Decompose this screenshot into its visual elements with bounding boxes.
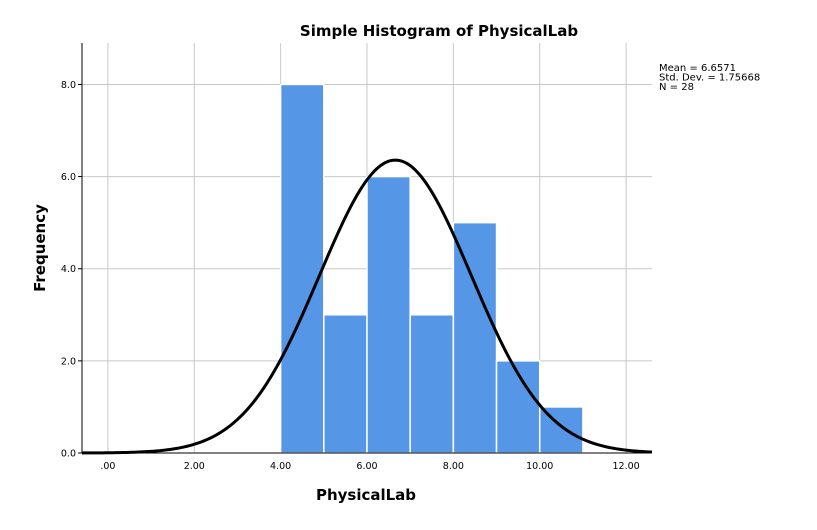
histogram-bar [409,314,455,454]
y-tick-label: 4.0 [61,264,76,275]
tick-labels: .00 2.00 4.00 6.00 8.00 10.00 12.00 0.0 2.0 4.0 6.… [61,80,640,472]
histogram-bar [366,175,411,454]
x-tick-label: 6.00 [356,461,377,472]
x-tick-label: 8.00 [443,461,464,472]
histogram-bar [323,314,368,454]
normal-curve-layer [81,158,653,455]
x-tick-label: 10.00 [526,461,553,472]
y-tick-label: 0.0 [61,449,76,460]
x-tick-label: 12.00 [612,461,639,472]
x-tick-label: .00 [100,461,115,472]
normal-curve [81,158,653,455]
y-tick-label: 2.0 [61,356,76,367]
histogram-bar [452,221,498,454]
axes [78,43,652,454]
y-tick-label: 6.0 [61,172,76,183]
stats-line: Std. Dev. = 1.75668 [659,73,760,84]
x-axis-label: PhysicalLab [316,486,416,504]
y-tick-label: 8.0 [61,80,76,91]
y-axis-label: Frequency [31,204,49,292]
x-tick-label: 4.00 [270,461,291,472]
stats-line: N = 28 [659,82,694,93]
histogram-bars [279,83,584,454]
histogram-bar [279,83,325,454]
chart-title: Simple Histogram of PhysicalLab [300,22,578,40]
x-tick-label: 2.00 [184,461,205,472]
stats-line: Mean = 6.6571 [659,63,736,74]
